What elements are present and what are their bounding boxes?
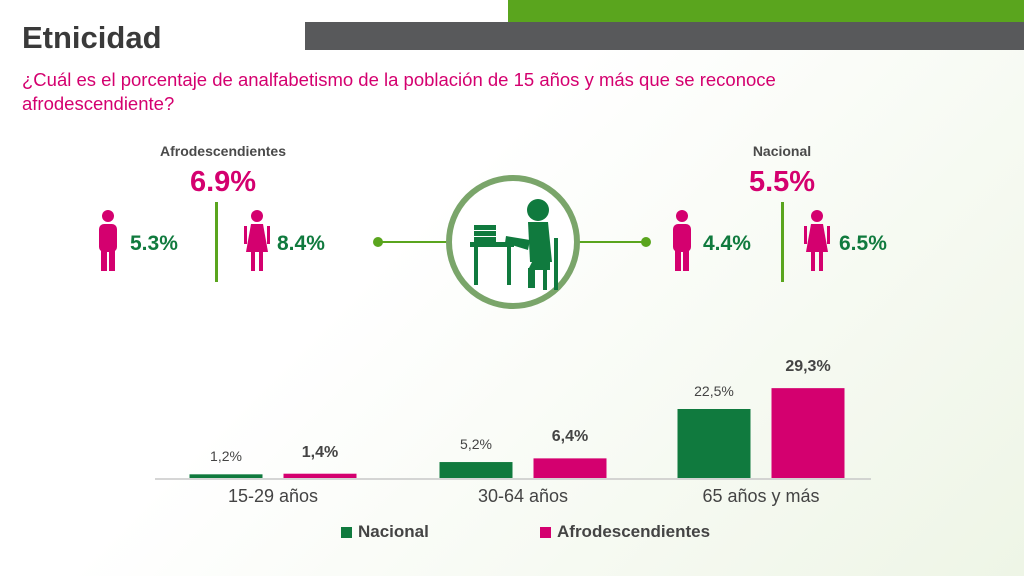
connector-right	[578, 237, 651, 247]
woman-icon	[244, 210, 270, 271]
category-label-1: 30-64 años	[477, 486, 569, 506]
nacional-total: 5.5%	[748, 166, 816, 198]
legend-item-nacional: Nacional	[341, 522, 429, 542]
afro-men-pct: 5.3%	[130, 232, 178, 255]
bar-afro-2	[771, 388, 845, 478]
legend-swatch-afro	[540, 526, 551, 538]
data-label-nacional-1: 5,2%	[460, 436, 492, 453]
data-label-afro-2: 29,3%	[785, 358, 831, 376]
nacional-divider	[781, 202, 784, 282]
data-label-nacional-0: 1,2%	[210, 448, 242, 465]
bar-afro-0	[283, 473, 357, 478]
legend-label-nacional: Nacional	[358, 522, 429, 541]
nacional-men-pct: 4.4%	[703, 232, 751, 255]
bar-nacional-1	[439, 462, 513, 478]
afro-divider	[215, 202, 218, 282]
page-title: Etnicidad	[22, 20, 162, 55]
man-icon	[99, 210, 117, 271]
category-label-2: 65 años y más	[702, 486, 820, 506]
question-text: ¿Cuál es el porcentaje de analfabetismo …	[22, 69, 776, 114]
bar-chart	[189, 388, 845, 478]
nacional-women-pct: 6.5%	[839, 232, 887, 255]
legend-swatch-nacional	[341, 526, 352, 538]
legend-item-afro: Afrodescendientes	[540, 522, 710, 542]
header-gray-bar	[305, 22, 1024, 50]
person-studying-icon	[446, 175, 580, 309]
legend-label-afro: Afrodescendientes	[557, 522, 711, 541]
bar-nacional-2	[677, 409, 751, 478]
bar-nacional-0	[189, 474, 263, 478]
afro-women-pct: 8.4%	[277, 232, 325, 255]
connector-left	[373, 237, 448, 247]
man-icon	[673, 210, 691, 271]
data-label-afro-1: 6,4%	[551, 428, 589, 446]
woman-icon	[804, 210, 830, 271]
data-label-nacional-2: 22,5%	[694, 383, 734, 399]
nacional-header: Nacional	[752, 143, 812, 159]
data-label-afro-0: 1,4%	[301, 443, 339, 461]
afro-total: 6.9%	[189, 166, 257, 198]
afro-header: Afrodescendientes	[159, 143, 287, 159]
bar-afro-1	[533, 458, 607, 478]
category-label-0: 15-29 años	[227, 486, 319, 506]
header-accent-bar	[508, 0, 1024, 22]
